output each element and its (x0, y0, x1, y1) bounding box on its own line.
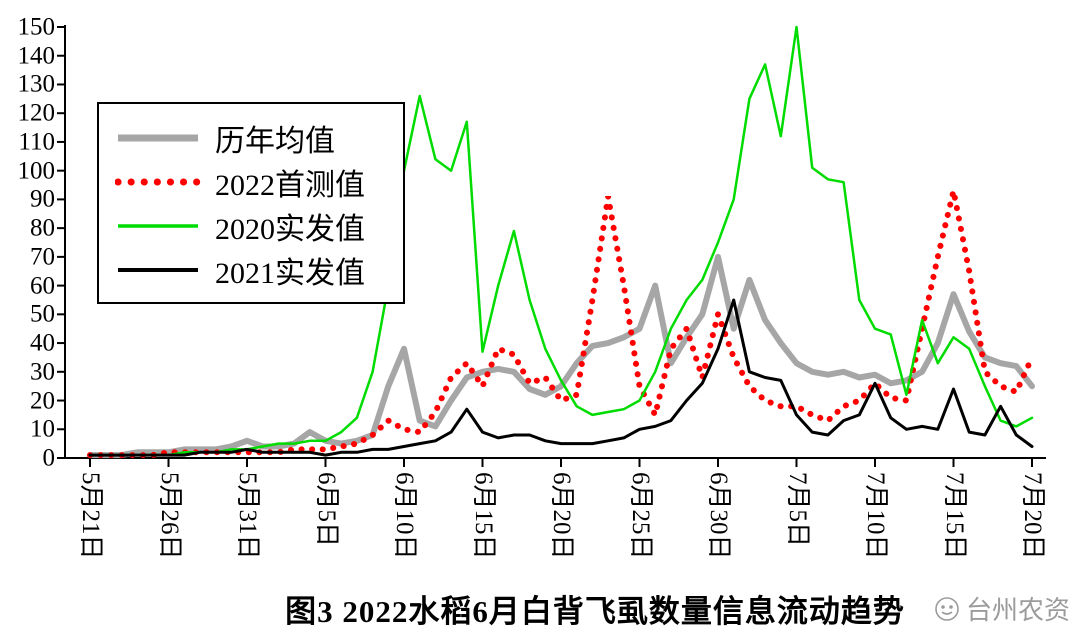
legend-sample-line (115, 178, 201, 186)
series-line-3 (88, 298, 1034, 457)
x-axis-label: 6月5日 (312, 472, 340, 548)
legend-item-2: 2020实发值 (115, 204, 397, 248)
y-axis-label: 90 (30, 185, 55, 213)
legend-item-0: 历年均值 (115, 116, 397, 160)
watermark: 台州农资 (934, 590, 1070, 627)
y-axis-label: 50 (30, 300, 55, 328)
x-axis-label: 6月30日 (705, 472, 732, 560)
y-axis-label: 0 (42, 444, 56, 472)
x-axis-label: 5月26日 (155, 472, 183, 560)
y-axis-label: 20 (30, 387, 55, 415)
y-axis-label: 70 (30, 243, 55, 271)
series-line-1 (87, 190, 1035, 459)
x-axis-label: 5月21日 (77, 472, 104, 560)
y-axis-label: 40 (30, 329, 55, 357)
watermark-logo-icon (935, 596, 959, 621)
y-axis-label: 150 (17, 13, 56, 41)
y-axis-label: 30 (30, 358, 55, 386)
x-axis-label: 7月10日 (862, 472, 889, 560)
series-line-0 (87, 253, 1035, 459)
x-axis-label: 7月5日 (783, 472, 811, 548)
x-axis-label: 7月20日 (1019, 472, 1046, 560)
legend-label: 2020实发值 (215, 213, 365, 246)
legend-label: 2022首测值 (215, 169, 365, 202)
y-axis-label: 140 (17, 42, 56, 70)
legend-label: 历年均值 (215, 125, 335, 158)
legend-sample-line (118, 224, 198, 228)
legend-item-3: 2021实发值 (115, 248, 397, 292)
y-axis-label: 60 (30, 272, 55, 300)
legend-item-1: 2022首测值 (115, 160, 397, 204)
x-axis-label: 6月10日 (391, 472, 418, 560)
legend-sample-line (118, 268, 198, 272)
x-axis-label: 5月31日 (234, 472, 261, 560)
y-axis-label: 100 (17, 157, 56, 185)
chart-title: 图3 2022水稻6月白背飞虱数量信息流动趋势 (285, 594, 905, 629)
y-axis-label: 80 (30, 214, 55, 242)
legend-label: 2021实发值 (215, 257, 365, 290)
legend: 历年均值 2022首测值 2020实发值 2021实发值 (97, 102, 405, 304)
x-axis-label: 6月25日 (626, 472, 654, 560)
legend-sample-line (118, 134, 198, 142)
x-axis-label: 6月20日 (548, 472, 575, 560)
y-axis-label: 120 (17, 99, 56, 127)
y-axis-label: 110 (18, 128, 55, 156)
x-axis-label: 6月15日 (469, 472, 497, 560)
y-axis-label: 130 (17, 70, 56, 98)
y-axis-label: 10 (30, 415, 55, 443)
watermark-text: 台州农资 (965, 596, 1070, 625)
x-axis-label: 7月15日 (940, 472, 968, 560)
